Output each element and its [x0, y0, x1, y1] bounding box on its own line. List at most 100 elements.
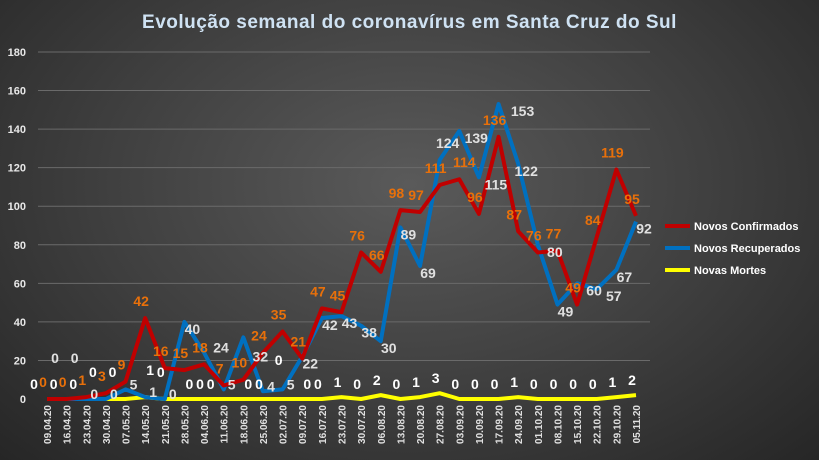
data-label: 0 — [90, 386, 98, 402]
y-tick-label: 0 — [20, 394, 26, 406]
data-label: 1 — [146, 362, 154, 378]
data-label: 16 — [153, 343, 169, 359]
data-label: 0 — [110, 386, 118, 402]
data-label: 0 — [451, 376, 459, 392]
data-label: 3 — [432, 370, 440, 386]
x-tick-label: 09.04.20 — [43, 405, 54, 444]
data-label: 42 — [133, 293, 149, 309]
chart-title: Evolução semanal do coronavírus em Santa… — [142, 12, 677, 33]
y-tick-label: 180 — [8, 47, 26, 59]
x-tick-label: 20.08.20 — [416, 405, 427, 444]
data-label: 89 — [401, 226, 417, 242]
data-label: 1 — [334, 374, 342, 390]
data-label: 5 — [287, 376, 295, 392]
data-label: 18 — [192, 339, 208, 355]
x-tick-label: 09.07.20 — [298, 405, 309, 444]
data-label: 0 — [353, 376, 361, 392]
y-tick-label: 120 — [8, 163, 26, 175]
data-label: 122 — [515, 163, 539, 179]
data-label: 98 — [389, 185, 405, 201]
x-tick-label: 01.10.20 — [534, 405, 545, 444]
data-label: 136 — [483, 112, 507, 128]
data-label: 69 — [420, 265, 436, 281]
x-tick-label: 23.07.20 — [338, 405, 349, 444]
data-label: 0 — [30, 376, 38, 392]
data-label: 76 — [349, 227, 365, 243]
legend-label: Novos Confirmados — [694, 221, 799, 233]
x-tick-label: 08.10.20 — [553, 405, 564, 444]
data-label: 0 — [51, 350, 59, 366]
data-label: 0 — [275, 352, 283, 368]
data-label: 119 — [601, 145, 624, 161]
data-label: 124 — [436, 135, 460, 151]
data-label: 47 — [310, 283, 326, 299]
data-label: 67 — [617, 269, 633, 285]
data-label: 43 — [342, 315, 358, 331]
data-label: 2 — [373, 372, 381, 388]
legend-label: Novos Recuperados — [694, 243, 800, 255]
data-label: 24 — [213, 340, 229, 356]
data-label: 0 — [39, 374, 47, 390]
data-label: 4 — [267, 378, 275, 394]
x-tick-label: 02.07.20 — [279, 405, 290, 444]
x-tick-label: 30.07.20 — [357, 405, 368, 444]
y-tick-label: 160 — [8, 86, 26, 98]
legend-label: Novas Mortes — [694, 265, 766, 277]
data-label: 32 — [253, 348, 269, 364]
data-label: 0 — [471, 376, 479, 392]
data-label: 0 — [109, 364, 117, 380]
data-label: 10 — [232, 355, 248, 371]
x-tick-label: 29.10.20 — [612, 405, 623, 444]
x-tick-label: 16.07.20 — [318, 405, 329, 444]
data-label: 60 — [586, 282, 602, 298]
x-tick-label: 23.04.20 — [82, 405, 93, 444]
data-label: 77 — [546, 226, 562, 242]
data-label: 0 — [89, 364, 97, 380]
data-label: 0 — [589, 376, 597, 392]
y-tick-label: 60 — [14, 278, 26, 290]
data-label: 87 — [506, 206, 522, 222]
x-tick-label: 22.10.20 — [593, 405, 604, 444]
x-tick-label: 28.05.20 — [180, 405, 191, 444]
x-tick-label: 30.04.20 — [102, 405, 113, 444]
data-label: 66 — [369, 247, 385, 263]
data-label: 84 — [585, 212, 601, 228]
x-tick-label: 21.05.20 — [161, 405, 172, 444]
data-label: 0 — [50, 376, 58, 392]
data-label: 45 — [330, 287, 346, 303]
data-label: 0 — [71, 350, 79, 366]
data-label: 1 — [510, 374, 518, 390]
x-tick-label: 10.09.20 — [475, 405, 486, 444]
x-tick-label: 04.06.20 — [200, 405, 211, 444]
data-label: 1 — [78, 372, 86, 388]
x-tick-label: 15.10.20 — [573, 405, 584, 444]
data-label: 0 — [157, 364, 165, 380]
data-label: 0 — [244, 376, 252, 392]
y-tick-label: 40 — [14, 317, 26, 329]
y-tick-label: 140 — [8, 124, 26, 136]
data-label: 0 — [530, 376, 538, 392]
x-tick-label: 18.06.20 — [239, 405, 250, 444]
data-label: 0 — [59, 374, 67, 390]
data-label: 24 — [251, 328, 267, 344]
x-tick-label: 24.09.20 — [514, 405, 525, 444]
data-label: 0 — [169, 386, 177, 402]
data-label: 9 — [118, 357, 126, 373]
data-label: 38 — [361, 325, 377, 341]
x-tick-label: 14.05.20 — [141, 405, 152, 444]
data-label: 92 — [636, 221, 652, 237]
x-tick-label: 03.09.20 — [455, 405, 466, 444]
x-tick-label: 13.08.20 — [396, 405, 407, 444]
data-label: 49 — [558, 304, 574, 320]
data-label: 57 — [606, 288, 622, 304]
data-label: 21 — [290, 334, 306, 350]
data-label: 0 — [186, 376, 194, 392]
data-label: 0 — [69, 376, 77, 392]
x-tick-label: 27.08.20 — [436, 405, 447, 444]
data-label: 0 — [303, 376, 311, 392]
data-label: 22 — [302, 356, 318, 372]
data-label: 0 — [491, 376, 499, 392]
data-label: 15 — [173, 345, 189, 361]
data-label: 49 — [565, 280, 581, 296]
data-label: 97 — [408, 187, 424, 203]
